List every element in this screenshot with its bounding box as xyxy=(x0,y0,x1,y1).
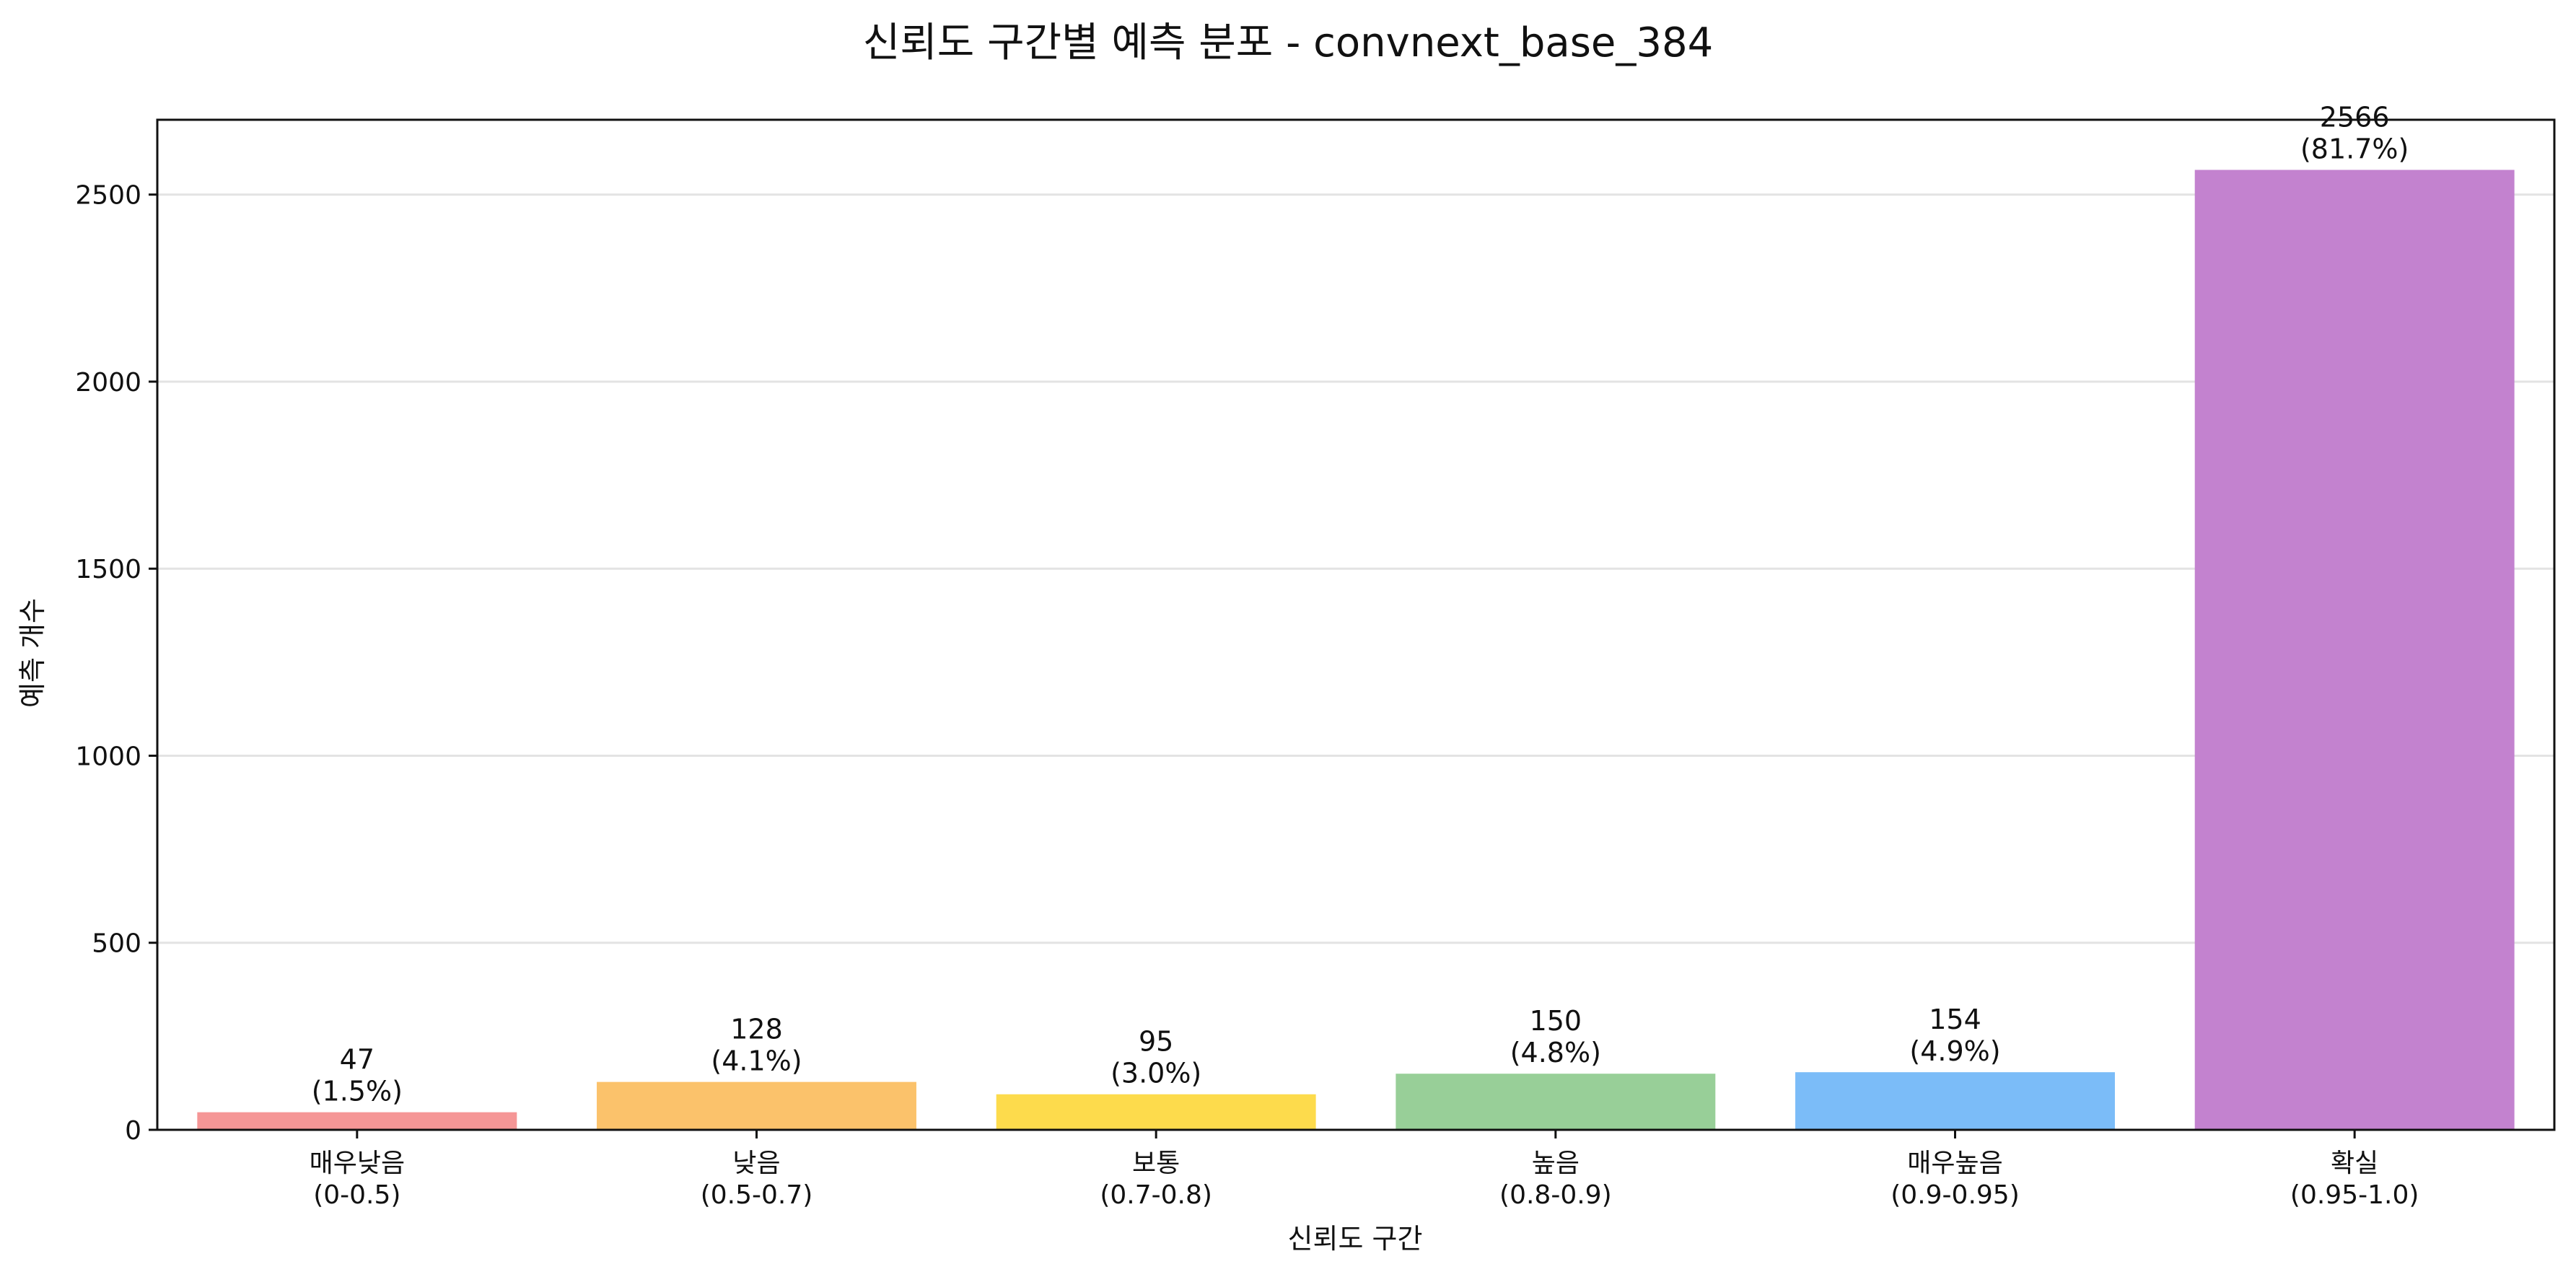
x-tick-label: 매우높음 xyxy=(1907,1149,2002,1178)
x-tick-label: 매우낮음 xyxy=(310,1149,405,1178)
bar xyxy=(1396,1074,1716,1130)
y-tick-label: 0 xyxy=(125,1116,141,1146)
y-tick-label: 1500 xyxy=(75,555,141,584)
bar xyxy=(597,1081,916,1130)
y-tick-label: 1000 xyxy=(75,742,141,771)
plot-frame xyxy=(156,118,2556,1131)
grid-lines xyxy=(157,193,2554,944)
x-tick-label: 높음 xyxy=(1532,1149,1580,1178)
bars xyxy=(197,170,2515,1131)
y-tick-label: 2000 xyxy=(75,368,141,398)
bar-percent-label: (1.5%) xyxy=(312,1076,403,1107)
x-tick-range-label: (0.8-0.9) xyxy=(1499,1180,1612,1210)
bar-value-label: 128 xyxy=(730,1014,783,1045)
bar-value-label: 150 xyxy=(1530,1005,1582,1037)
bar xyxy=(197,1112,517,1130)
bar xyxy=(2194,170,2515,1131)
bar-value-label: 47 xyxy=(340,1044,374,1076)
x-tick-range-label: (0.9-0.95) xyxy=(1891,1180,2020,1210)
data-labels: 47(1.5%) 128(4.1%) 95(3.0%) 150(4.8%) 154(4.… xyxy=(312,101,2409,1107)
x-tick-range-label: (0.95-1.0) xyxy=(2290,1180,2419,1210)
bar-percent-label: (3.0%) xyxy=(1110,1058,1201,1089)
bar-value-label: 154 xyxy=(1929,1004,1981,1035)
y-axis-ticks: 0 500 1000 1500 2000 2500 xyxy=(75,181,157,1146)
bar-value-label: 2566 xyxy=(2320,101,2390,133)
bar-percent-label: (4.8%) xyxy=(1510,1037,1601,1068)
bar xyxy=(996,1094,1316,1130)
bar xyxy=(1795,1072,2115,1130)
x-tick-label: 확실 xyxy=(2331,1149,2378,1178)
x-tick-label: 보통 xyxy=(1132,1149,1180,1178)
x-tick-label: 낮음 xyxy=(732,1149,780,1178)
bar-percent-label: (81.7%) xyxy=(2300,133,2409,164)
x-tick-range-label: (0.7-0.8) xyxy=(1100,1180,1212,1210)
y-tick-label: 2500 xyxy=(75,181,141,211)
bar-percent-label: (4.1%) xyxy=(711,1045,802,1077)
x-axis-label: 신뢰도 구간 xyxy=(1288,1223,1423,1255)
chart-title: 신뢰도 구간별 예측 분포 - convnext_base_384 xyxy=(863,19,1714,66)
x-tick-range-label: (0.5-0.7) xyxy=(701,1180,813,1210)
y-axis-label: 예측 개수 xyxy=(17,598,48,708)
bar-percent-label: (4.9%) xyxy=(1909,1035,2000,1067)
x-tick-range-label: (0-0.5) xyxy=(313,1180,400,1210)
x-axis-ticks: 매우낮음(0-0.5) 낮음(0.5-0.7) 보통(0.7-0.8) 높음(0.8-… xyxy=(310,1130,2419,1210)
bar-value-label: 95 xyxy=(1139,1026,1173,1058)
y-tick-label: 500 xyxy=(92,929,141,959)
